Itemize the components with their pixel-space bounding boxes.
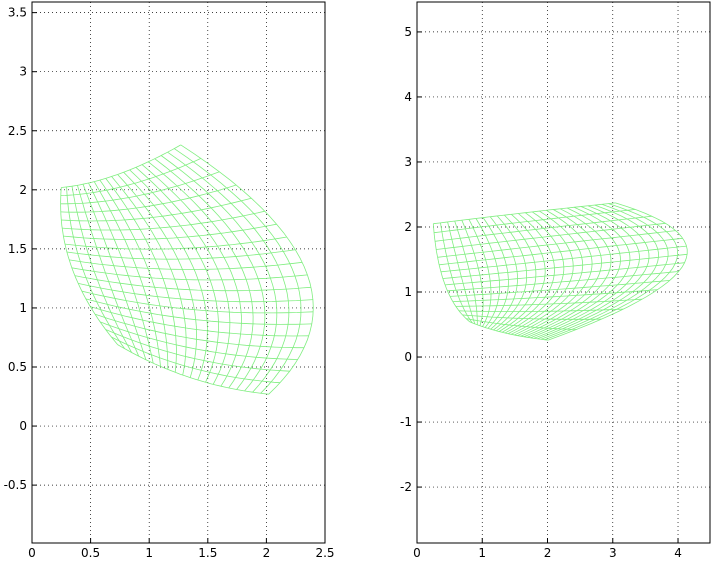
mesh-line [462,314,602,320]
mesh-line [468,219,492,327]
y-tick-label: 3 [19,65,27,79]
y-tick-label: 2 [404,220,412,234]
mesh-line [61,144,181,188]
x-tick-label: 3 [609,546,617,560]
mesh-line [78,283,313,303]
mesh-line [81,290,314,314]
y-tick-label: 1 [19,301,27,315]
x-tick-label: 0.5 [81,546,100,560]
mesh-line [447,271,679,292]
axes-box [416,1,711,544]
mesh-line [90,306,309,337]
y-tick-label: 4 [404,90,412,104]
mesh-line [94,313,304,349]
mesh-line [434,209,636,234]
mesh-line [537,204,659,340]
x-tick-label: 4 [674,546,682,560]
y-tick-label: 3.5 [8,6,27,20]
y-tick-label: 3 [404,155,412,169]
y-tick-label: 5 [404,25,412,39]
mesh-line [63,223,277,240]
y-tick-label: 1 [404,285,412,299]
mesh-line [105,329,290,372]
mesh-line [60,184,237,213]
mesh-line [458,308,624,312]
y-tick-label: 0 [404,350,412,364]
mesh-line [452,289,658,302]
mesh-line [469,321,549,341]
mesh-line [117,344,269,395]
mesh-line [465,318,577,330]
mesh-line [511,210,584,335]
mesh-line [437,230,676,258]
x-tick-label: 0 [413,546,421,560]
y-tick-label: 2.5 [8,124,27,138]
mesh-line [434,215,652,242]
mesh-line [66,249,296,260]
mesh-line [62,210,265,231]
x-tick-label: 1.5 [198,546,217,560]
axes-box [31,1,326,544]
mesh-line [60,158,202,196]
mesh-line [433,202,616,225]
x-tick-label: 1 [145,546,153,560]
mesh-line [455,298,643,307]
mesh-line [148,161,254,389]
mesh-line [440,222,473,324]
mesh-line [440,245,687,273]
mesh-line [442,253,688,279]
mesh-line [64,236,287,250]
mesh-line [160,155,278,392]
y-tick-label: 0.5 [8,360,27,374]
mesh-line [445,262,685,286]
mesh-line [436,222,666,250]
x-tick-label: 0 [28,546,36,560]
y-tick-label: 0 [19,419,27,433]
mesh-line [111,336,281,384]
mesh-line [61,197,252,222]
x-tick-label: 2 [544,546,552,560]
mesh-line [449,280,670,297]
y-tick-label: -1 [400,415,412,429]
mesh-line [100,321,298,360]
mesh-line [71,267,308,281]
mesh-line [69,259,303,270]
x-tick-label: 2.5 [315,546,334,560]
mesh-line [85,298,312,325]
mesh-line [154,158,266,390]
mesh-line [74,275,312,292]
y-tick-label: -2 [400,480,412,494]
mesh-line [66,186,125,349]
x-tick-label: 1 [478,546,486,560]
y-tick-label: -0.5 [4,478,27,492]
y-tick-label: 2 [19,183,27,197]
x-tick-label: 2 [263,546,271,560]
mesh-line [173,148,302,394]
mesh-line [439,237,683,266]
mesh-line [60,171,220,205]
y-tick-label: 1.5 [8,242,27,256]
